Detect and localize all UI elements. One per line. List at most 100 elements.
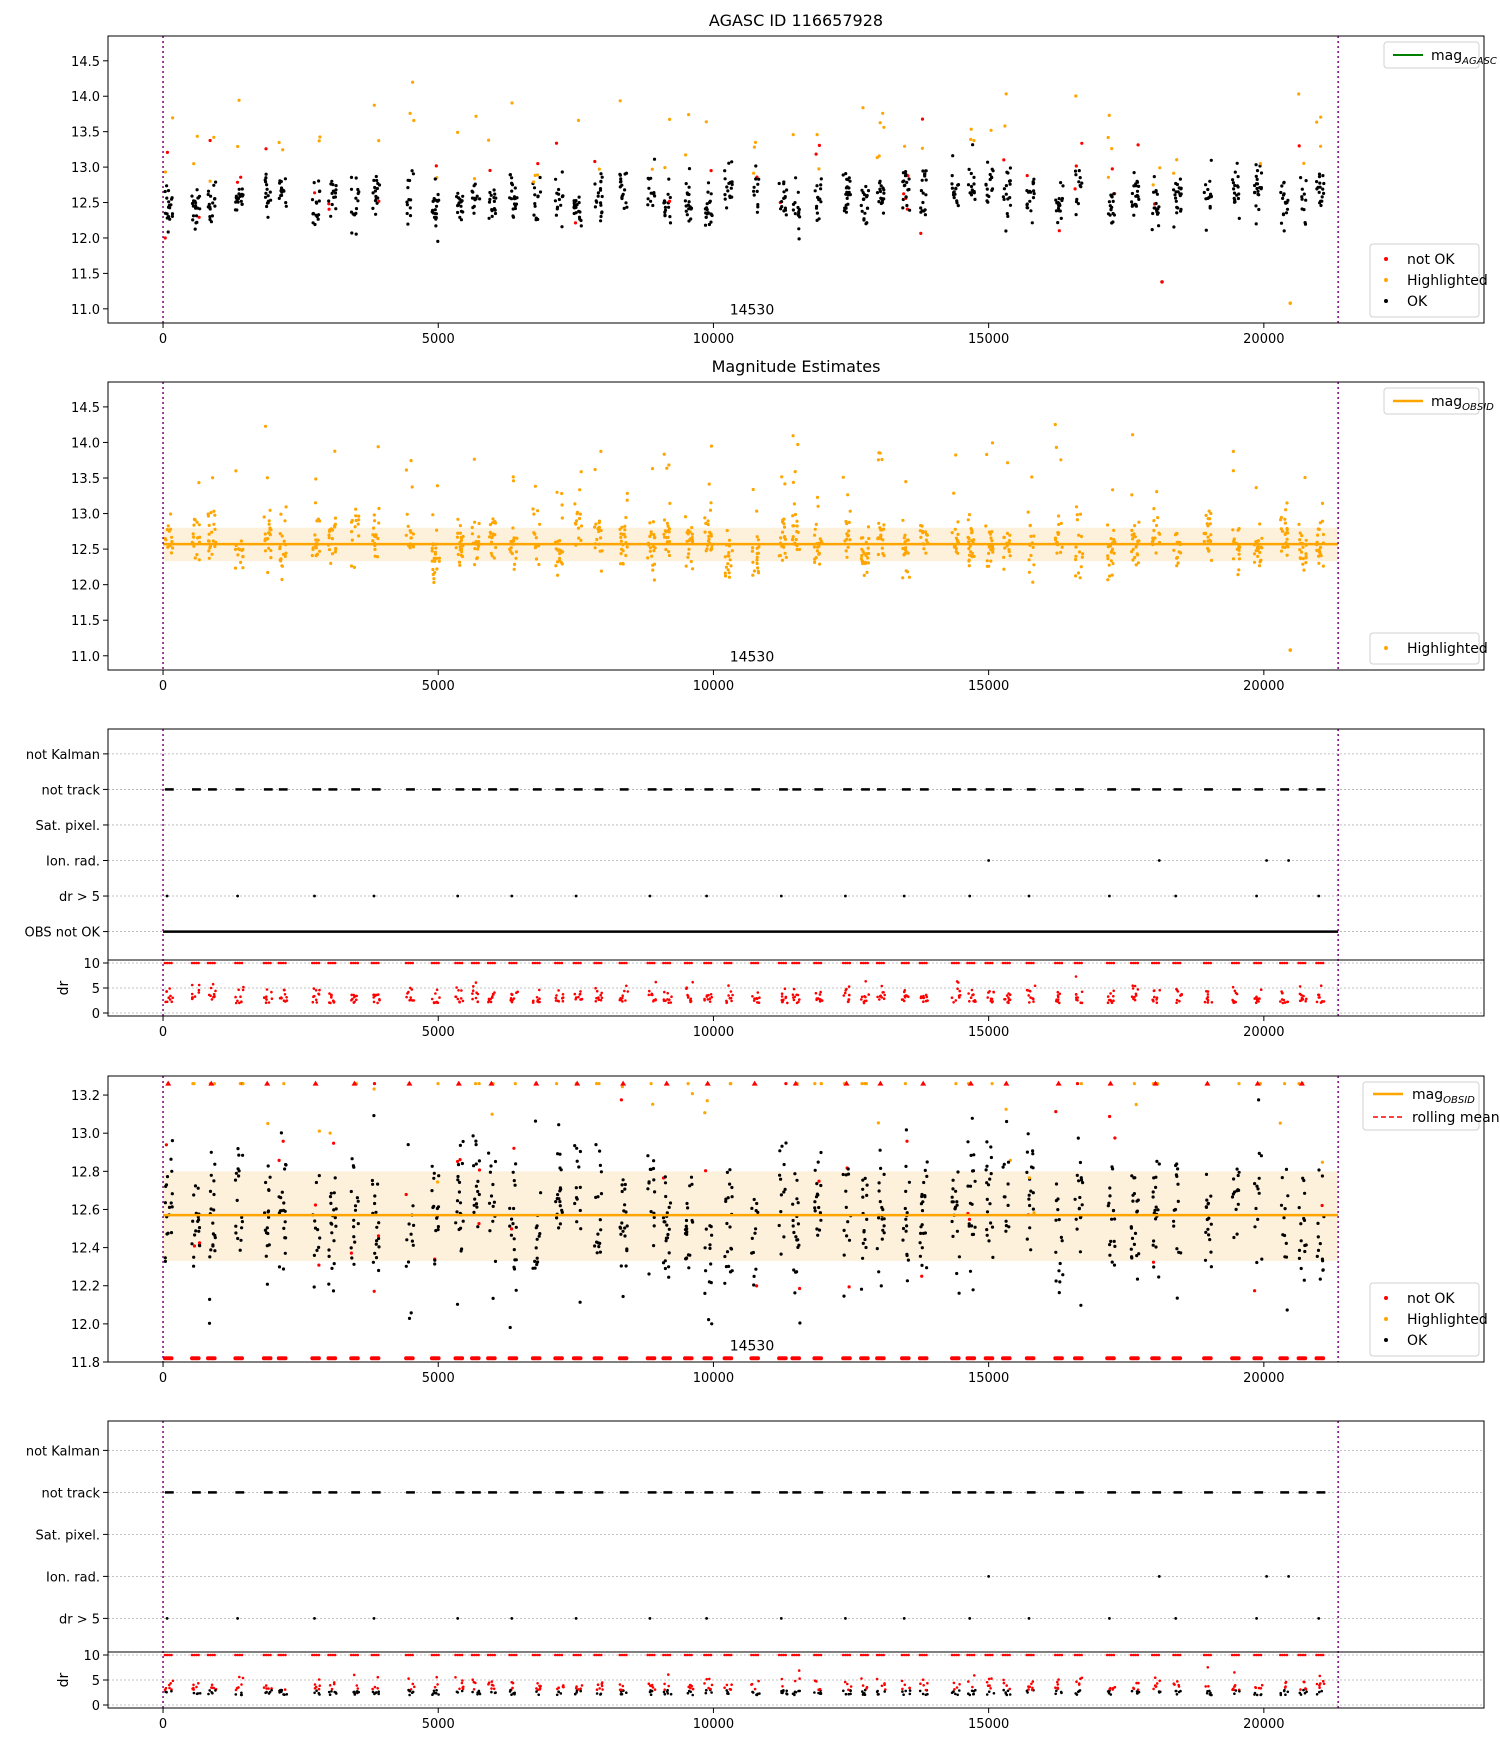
highlighted-point <box>904 546 908 550</box>
not-ok-point <box>1080 141 1084 145</box>
ok-point <box>560 1208 564 1212</box>
ok-point <box>647 1272 651 1276</box>
ok-point <box>1257 1098 1261 1102</box>
dr-clipped-point <box>878 961 881 965</box>
ok-point <box>1235 184 1239 188</box>
ok-point <box>1204 197 1208 201</box>
not-ok-point <box>196 1356 201 1361</box>
ok-point <box>513 1183 517 1187</box>
dr-point <box>864 980 867 983</box>
dr-clipped-point <box>685 1653 689 1657</box>
highlighted-point <box>991 546 995 550</box>
ok-point <box>190 194 194 198</box>
highlighted-point <box>1003 546 1007 550</box>
dr-clipped-point <box>862 1653 865 1657</box>
dr-point <box>313 1691 316 1695</box>
ok-point <box>725 1221 729 1226</box>
ok-point <box>493 1159 498 1164</box>
highlighted-point <box>1106 135 1110 140</box>
ok-point <box>755 189 759 193</box>
ok-point <box>492 207 496 211</box>
ok-point <box>778 1149 782 1153</box>
dr-clipped-point <box>754 961 758 965</box>
ok-point <box>920 1246 924 1250</box>
ok-point <box>967 167 971 171</box>
highlighted-point <box>556 539 560 543</box>
dr-point <box>797 1689 800 1693</box>
dr-point <box>600 1684 604 1688</box>
highlighted-point <box>847 529 851 533</box>
highlighted-point <box>755 558 759 562</box>
ok-point <box>457 1190 461 1194</box>
ok-point <box>331 183 335 187</box>
dr-point <box>211 1691 214 1695</box>
dr-gt-5-mark <box>1255 1617 1258 1620</box>
dr-clipped-point <box>195 961 198 965</box>
not-ok-point <box>1074 164 1078 168</box>
not-ok-point <box>436 1356 441 1361</box>
dr-clipped-point <box>197 961 200 965</box>
ok-point <box>703 1291 707 1295</box>
dr-clipped-point <box>844 1653 847 1657</box>
dr-point <box>1259 1687 1263 1690</box>
dr-clipped-point <box>882 1653 885 1657</box>
dr-clipped-point <box>819 1653 823 1657</box>
highlighted-point <box>1206 546 1210 551</box>
highlighted-point <box>283 519 287 523</box>
highlighted-point <box>793 512 798 517</box>
ok-point <box>508 1206 512 1210</box>
highlighted-point <box>667 527 672 531</box>
dr-clipped-point <box>622 961 626 965</box>
dr-clipped-point <box>1157 961 1161 965</box>
dr-clipped-point <box>234 961 237 965</box>
ok-point <box>578 1300 582 1304</box>
highlighted-point <box>1074 505 1079 509</box>
ok-point <box>436 1228 440 1232</box>
dr-point <box>796 993 800 997</box>
highlighted-point <box>903 551 908 555</box>
ok-point <box>489 1164 493 1168</box>
ok-point <box>986 160 990 164</box>
obsid-label: 14530 <box>730 649 775 665</box>
highlighted-point <box>709 532 713 536</box>
ok-point <box>984 182 988 186</box>
dr-point <box>405 995 408 999</box>
dr-point <box>725 1683 729 1687</box>
dr-clipped-point <box>472 1653 476 1657</box>
dr-tick-label: 5 <box>92 982 100 997</box>
ok-point <box>1151 1243 1155 1247</box>
dr-point <box>471 997 474 1001</box>
dr-gt-5-mark <box>705 1617 708 1620</box>
ok-point <box>1282 1216 1286 1220</box>
highlighted-point <box>1059 550 1063 555</box>
dr-point <box>1153 989 1156 992</box>
highlighted-point <box>166 524 170 528</box>
legend-mag-agasc: magAGASC <box>1383 41 1497 69</box>
dr-point <box>283 1688 287 1691</box>
dr-point <box>1007 996 1010 999</box>
dr-point <box>860 998 863 1001</box>
dr-point <box>314 998 318 1002</box>
highlighted-point <box>990 530 994 534</box>
dr-clipped-point <box>1178 961 1182 965</box>
ok-point <box>458 215 462 219</box>
ok-point <box>233 1178 238 1182</box>
ok-point <box>651 1166 656 1171</box>
ok-point <box>1006 1182 1010 1186</box>
highlighted-point <box>792 524 796 528</box>
ok-point <box>512 1179 516 1183</box>
dr-point <box>1003 997 1007 1001</box>
highlighted-point <box>1258 522 1262 526</box>
dr-point <box>490 1680 494 1683</box>
not-ok-point <box>755 1284 759 1288</box>
highlighted-point <box>665 466 669 470</box>
highlighted-point <box>197 558 201 562</box>
highlighted-point <box>597 521 601 525</box>
dr-point <box>620 1692 624 1696</box>
ok-point <box>1204 228 1208 232</box>
dr-clipped-point <box>848 1653 852 1657</box>
not-ok-point <box>1178 1356 1183 1361</box>
ok-point <box>1233 200 1237 204</box>
highlighted-point <box>334 546 338 551</box>
dr-point <box>706 998 710 1001</box>
